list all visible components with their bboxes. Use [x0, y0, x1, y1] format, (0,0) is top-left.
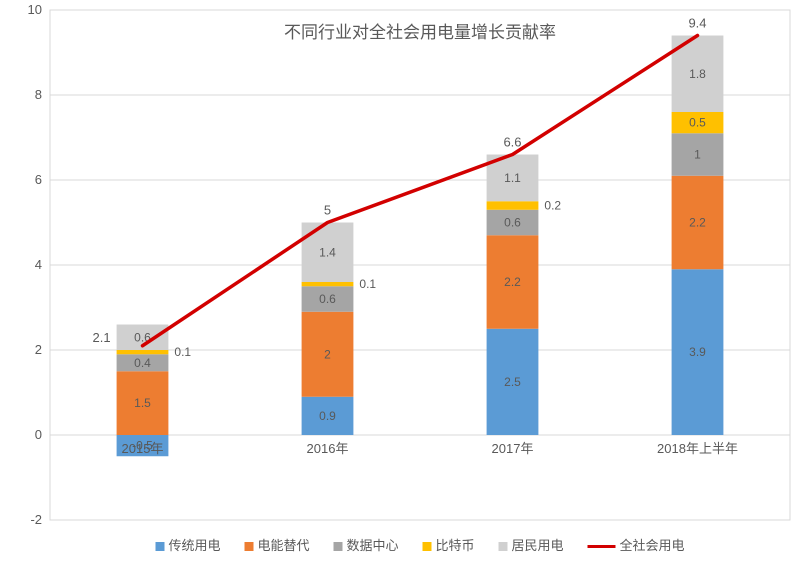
legend-swatch	[156, 542, 165, 551]
legend-label: 数据中心	[347, 538, 399, 553]
bar-value-label: 0.5	[689, 116, 706, 130]
bar-value-label: 3.9	[689, 345, 706, 359]
legend-line-swatch	[588, 545, 616, 548]
y-tick-label: 6	[35, 172, 42, 187]
chart-container: -20246810-0.51.50.40.10.60.920.60.11.42.…	[0, 0, 800, 570]
bar-value-label: 0.1	[359, 277, 376, 291]
chart-svg: -20246810-0.51.50.40.10.60.920.60.11.42.…	[0, 0, 800, 570]
bar-value-label: 1.5	[134, 396, 151, 410]
bar-value-label: 0.2	[544, 199, 561, 213]
legend-label: 传统用电	[169, 538, 221, 553]
bar-value-label: 0.1	[174, 345, 191, 359]
legend-swatch	[423, 542, 432, 551]
bar-segment	[302, 282, 354, 286]
bar-value-label: 0.6	[319, 292, 336, 306]
x-category-label: 2015年	[122, 441, 164, 456]
line-value-label: 5	[324, 203, 331, 218]
bar-value-label: 1.4	[319, 245, 336, 259]
legend-label: 比特币	[436, 538, 475, 553]
legend-swatch	[499, 542, 508, 551]
legend-swatch	[334, 542, 343, 551]
y-tick-label: 10	[28, 2, 42, 17]
bar-value-label: 0.6	[504, 216, 521, 230]
bar-value-label: 2	[324, 347, 331, 361]
y-tick-label: 2	[35, 342, 42, 357]
legend-swatch	[245, 542, 254, 551]
y-tick-label: 4	[35, 257, 42, 272]
line-value-label: 2.1	[93, 330, 111, 345]
line-value-label: 6.6	[503, 135, 521, 150]
bar-value-label: 2.2	[689, 216, 706, 230]
bar-value-label: 2.5	[504, 375, 521, 389]
line-value-label: 9.4	[688, 16, 706, 31]
bar-segment	[487, 201, 539, 210]
x-category-label: 2016年	[307, 441, 349, 456]
bar-value-label: 2.2	[504, 275, 521, 289]
y-tick-label: 8	[35, 87, 42, 102]
bar-value-label: 0.9	[319, 409, 336, 423]
y-tick-label: 0	[35, 427, 42, 442]
legend-label: 全社会用电	[620, 538, 685, 553]
legend-label: 居民用电	[512, 538, 564, 553]
bar-value-label: 1	[694, 148, 701, 162]
chart-title: 不同行业对全社会用电量增长贡献率	[284, 23, 556, 42]
legend-label: 电能替代	[258, 538, 310, 553]
bar-value-label: 1.8	[689, 67, 706, 81]
bar-value-label: 0.4	[134, 356, 151, 370]
bar-value-label: 1.1	[504, 171, 521, 185]
y-tick-label: -2	[30, 512, 42, 527]
x-category-label: 2018年上半年	[657, 441, 738, 456]
x-category-label: 2017年	[492, 441, 534, 456]
bar-segment	[117, 350, 169, 354]
